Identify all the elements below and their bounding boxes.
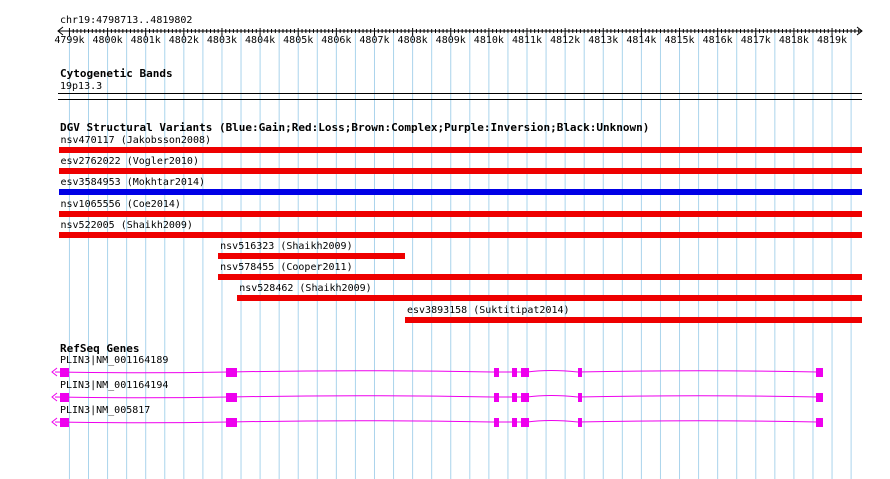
ruler-tick-label: 4803k: [206, 35, 238, 46]
ruler-tick-label: 4800k: [92, 35, 123, 46]
ruler-tick-label: 4805k: [283, 35, 314, 46]
exon-block[interactable]: [512, 393, 517, 402]
ruler-tick-label: 4813k: [588, 35, 619, 46]
intron-line: [54, 420, 819, 424]
ruler-tick-label: 4801k: [130, 35, 161, 46]
ruler-tick-label: 4819k: [816, 35, 848, 46]
exon-block[interactable]: [226, 393, 237, 402]
variant-label[interactable]: nsv470117 (Jakobsson2008): [60, 135, 212, 146]
variant-label[interactable]: nsv1065556 (Coe2014): [60, 198, 181, 210]
ruler-tick-label: 4804k: [245, 35, 276, 46]
ruler-tick-label: 4810k: [473, 35, 504, 46]
variant-label[interactable]: esv3584953 (Mokhtar2014): [60, 177, 206, 189]
ruler-tick-label: 4806k: [321, 35, 352, 46]
refseq-track-title: RefSeq Genes: [60, 342, 140, 355]
ruler-tick-label: 4817k: [740, 35, 771, 46]
variant-label[interactable]: nsv522005 (Shaikh2009): [60, 219, 193, 231]
cytobands-track-title: Cytogenetic Bands: [60, 67, 173, 80]
transcript-label[interactable]: PLIN3|NM_001164189: [60, 355, 169, 366]
ruler-tick-label: 4814k: [626, 35, 657, 46]
ruler-tick-label: 4816k: [702, 35, 733, 46]
strand-arrow-icon: [51, 392, 58, 402]
cytoband-line-bottom: [58, 99, 862, 100]
exon-block[interactable]: [578, 393, 582, 402]
exon-block[interactable]: [578, 368, 582, 377]
variant-bar[interactable]: [218, 253, 405, 259]
variant-label[interactable]: nsv578455 (Cooper2011): [220, 262, 353, 274]
ruler-tick-label: 4808k: [397, 35, 428, 46]
strand-arrow-icon: [51, 367, 58, 377]
intron-line: [54, 395, 819, 399]
variant-bar[interactable]: [58, 147, 862, 153]
variant-label[interactable]: nsv516323 (Shaikh2009): [220, 241, 353, 252]
variant-bar[interactable]: [58, 168, 862, 175]
coordinate-label: chr19:4798713..4819802: [60, 15, 193, 26]
exon-block[interactable]: [512, 418, 517, 427]
ruler-tick-label: 4811k: [511, 35, 543, 46]
variant-bar[interactable]: [404, 316, 862, 323]
ruler-tick-label: 4809k: [435, 35, 466, 46]
exon-block[interactable]: [494, 393, 499, 402]
variant-label[interactable]: nsv528462 (Shaikh2009): [239, 283, 372, 295]
exon-block[interactable]: [60, 393, 69, 402]
variant-label[interactable]: esv3893158 (Suktitipat2014): [406, 304, 570, 316]
ruler-tick-label: 4818k: [778, 35, 809, 46]
variant-bar[interactable]: [218, 274, 862, 281]
exon-block[interactable]: [60, 368, 69, 377]
strand-arrow-icon: [51, 417, 58, 427]
ruler-axis: [57, 26, 863, 36]
exon-block[interactable]: [816, 393, 823, 402]
ruler-tick-label: 4807k: [359, 35, 390, 46]
exon-block[interactable]: [226, 368, 237, 377]
exon-block[interactable]: [816, 418, 823, 427]
ruler-tick-label: 4802k: [168, 35, 199, 46]
exon-block[interactable]: [226, 418, 237, 427]
exon-block[interactable]: [494, 418, 499, 427]
ruler-tick-label: 4815k: [664, 35, 695, 46]
exon-block[interactable]: [816, 368, 823, 377]
exon-block[interactable]: [578, 418, 582, 427]
exon-block[interactable]: [521, 418, 529, 427]
variant-bar[interactable]: [58, 210, 862, 217]
intron-line: [54, 370, 819, 374]
variant-bar[interactable]: [237, 295, 862, 302]
cytoband-label: 19p13.3: [60, 81, 103, 92]
dgv-track-title: DGV Structural Variants (Blue:Gain;Red:L…: [60, 121, 650, 134]
ruler-tick-label: 4799k: [54, 35, 85, 46]
exon-block[interactable]: [60, 418, 69, 427]
exon-block[interactable]: [512, 368, 517, 377]
variant-label[interactable]: esv2762022 (Vogler2010): [60, 156, 199, 168]
variant-bar[interactable]: [58, 231, 862, 238]
transcript-label[interactable]: PLIN3|NM_005817: [60, 405, 151, 416]
exon-block[interactable]: [521, 393, 529, 402]
ruler-tick-label: 4812k: [550, 35, 581, 46]
transcript-label[interactable]: PLIN3|NM_001164194: [60, 380, 169, 391]
exon-block[interactable]: [494, 368, 499, 377]
exon-block[interactable]: [521, 368, 529, 377]
cytoband-line-top: [58, 93, 862, 94]
variant-bar[interactable]: [58, 189, 862, 196]
